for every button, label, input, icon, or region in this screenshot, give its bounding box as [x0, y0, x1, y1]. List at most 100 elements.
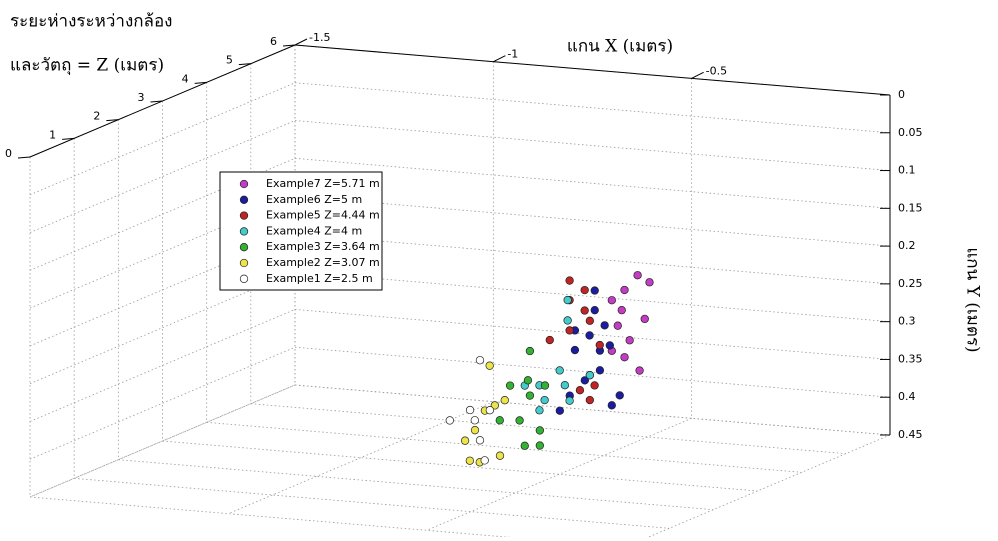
legend-label: Example3 Z=3.64 m	[266, 240, 380, 253]
y-tick-label: 0.1	[898, 164, 916, 177]
z-tick-label: 1	[49, 128, 56, 141]
data-point	[626, 336, 634, 344]
grid-line	[295, 121, 890, 171]
legend-label: Example5 Z=4.44 m	[266, 209, 380, 222]
grid-line	[251, 404, 846, 454]
grid-line	[163, 441, 758, 491]
data-point	[524, 377, 532, 385]
legend-marker	[240, 212, 248, 220]
y-tick-label: 0.25	[898, 277, 923, 290]
grid-line	[30, 497, 625, 537]
legend-marker	[240, 228, 248, 236]
data-point	[591, 306, 599, 314]
legend-marker	[240, 243, 248, 251]
z-tick-label: 0	[5, 147, 12, 160]
grid-frame	[625, 435, 890, 537]
data-point	[541, 382, 549, 390]
data-point	[571, 346, 579, 354]
z-tick-label: 5	[226, 54, 233, 67]
chart: ระยะห่างระหว่างกล้อง และวัตถุ = Z (เมตร)…	[0, 0, 998, 537]
legend: Example7 Z=5.71 m Example6 Z=5 m Example5 …	[220, 172, 382, 290]
legend-label: Example4 Z=4 m	[266, 224, 362, 237]
data-point	[606, 342, 614, 350]
data-point	[496, 452, 504, 460]
data-point	[471, 426, 479, 434]
y-tick-label: 0.05	[898, 126, 923, 139]
z-axis-label: ระยะห่างระหว่างกล้อง	[10, 12, 173, 32]
grid-line	[295, 385, 890, 435]
data-point	[596, 341, 604, 349]
data-point	[476, 356, 484, 364]
grid-line	[295, 83, 890, 133]
data-point	[564, 296, 572, 304]
z-tick-label: 4	[182, 72, 189, 85]
data-point	[556, 407, 564, 415]
grid-line	[228, 402, 493, 514]
data-point	[526, 392, 534, 400]
data-point	[486, 362, 494, 370]
grid-line	[295, 196, 890, 246]
data-point	[501, 396, 509, 404]
x-tick	[295, 39, 307, 45]
data-point	[516, 417, 524, 425]
legend-marker	[240, 275, 248, 283]
data-point	[586, 371, 594, 379]
z-tick-label: 2	[93, 110, 100, 123]
data-point	[546, 336, 554, 344]
y-tick-label: 0.15	[898, 201, 923, 214]
data-point	[581, 286, 589, 294]
legend-label: Example1 Z=2.5 m	[266, 272, 373, 285]
legend-marker	[240, 196, 248, 204]
x-tick-label: -1.5	[309, 31, 330, 44]
data-point	[566, 397, 574, 405]
data-point	[476, 437, 484, 445]
y-tick-label: 0	[898, 88, 905, 101]
data-point	[466, 406, 474, 414]
grid-line	[295, 272, 890, 322]
data-point	[521, 442, 529, 450]
grid-line	[295, 385, 890, 435]
z-tick-label: 3	[138, 91, 145, 104]
data-point	[646, 278, 654, 286]
data-point	[618, 306, 626, 314]
data-point	[446, 417, 454, 425]
z-tick-label: 6	[270, 35, 277, 48]
data-point	[586, 332, 594, 340]
data-point	[591, 287, 599, 295]
data-point	[481, 457, 489, 465]
grid-line	[295, 234, 890, 284]
grid-line	[118, 460, 713, 510]
data-point	[586, 396, 594, 404]
x-tick-label: -1	[507, 48, 518, 61]
grid-line	[207, 422, 802, 472]
data-point	[536, 406, 544, 414]
data-point	[636, 367, 644, 375]
legend-label: Example6 Z=5 m	[266, 193, 362, 206]
data-point	[576, 386, 584, 394]
x-tick	[692, 72, 704, 78]
data-point	[591, 382, 599, 390]
data-point	[614, 322, 622, 330]
z-axis-label: และวัตถุ = Z (เมตร)	[10, 56, 164, 76]
data-point	[596, 366, 604, 374]
grid-line	[30, 347, 295, 459]
grid-line	[74, 478, 669, 528]
data-point	[556, 367, 564, 375]
z-tick	[18, 157, 30, 158]
data-point	[566, 327, 574, 335]
data-point	[561, 381, 569, 389]
y-tick-label: 0.4	[898, 390, 916, 403]
legend-label: Example2 Z=3.07 m	[266, 256, 380, 269]
data-point	[506, 382, 514, 390]
data-point	[608, 401, 616, 409]
grid-line	[295, 158, 890, 208]
legend-label: Example7 Z=5.71 m	[266, 177, 380, 190]
data-point	[601, 322, 609, 330]
y-tick-label: 0.2	[898, 239, 916, 252]
y-tick-label: 0.3	[898, 315, 916, 328]
data-point	[471, 416, 479, 424]
data-point	[621, 353, 629, 361]
legend-marker	[240, 259, 248, 267]
data-point	[566, 277, 574, 285]
legend-marker	[240, 180, 248, 188]
